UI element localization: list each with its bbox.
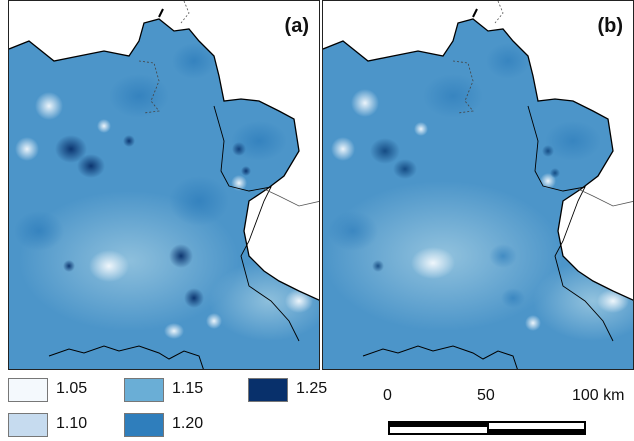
scale-bar xyxy=(388,421,586,435)
map-b-svg xyxy=(323,1,633,369)
legend-label-4: 1.20 xyxy=(172,415,204,432)
scale-seg-1 xyxy=(390,423,487,427)
outer-border-b xyxy=(577,188,633,207)
legend-label-1: 1.05 xyxy=(56,380,88,397)
surface-a xyxy=(9,19,319,369)
surface-b xyxy=(323,19,633,369)
panel-label-b: (b) xyxy=(597,15,623,37)
scale-tick-100: 100 km xyxy=(572,387,625,404)
legend-swatch-3 xyxy=(124,378,164,402)
dotted-border-a2 xyxy=(180,1,190,24)
legend-label-5: 1.25 xyxy=(296,380,328,397)
map-panel-b: (b) xyxy=(322,0,634,370)
map-a-svg xyxy=(9,1,319,369)
tick-mark-a xyxy=(158,8,164,18)
scale-divider xyxy=(487,421,489,435)
legend-swatch-1 xyxy=(8,378,48,402)
legend-label-2: 1.10 xyxy=(56,415,88,432)
inner-border-a xyxy=(213,105,300,342)
panel-label-a: (a) xyxy=(284,15,309,37)
outer-border-a xyxy=(263,188,319,207)
south-border-a xyxy=(48,345,204,369)
dotted-border-b1 xyxy=(452,60,474,114)
legend-swatch-4 xyxy=(124,413,164,437)
scale-tick-50: 50 xyxy=(477,387,495,404)
inner-border-b xyxy=(527,105,614,342)
legend-label-3: 1.15 xyxy=(172,380,204,397)
legend-swatch-2 xyxy=(8,413,48,437)
scale-seg-2 xyxy=(489,429,584,433)
dotted-border-a1 xyxy=(138,60,160,114)
map-panel-a: (a) xyxy=(8,0,320,370)
border-line-b xyxy=(323,18,633,301)
scale-tick-0: 0 xyxy=(383,387,392,404)
border-line-a xyxy=(9,18,319,301)
dotted-border-b2 xyxy=(494,1,504,24)
tick-mark-b xyxy=(472,8,478,18)
legend-swatch-5 xyxy=(248,378,288,402)
south-border-b xyxy=(362,345,518,369)
